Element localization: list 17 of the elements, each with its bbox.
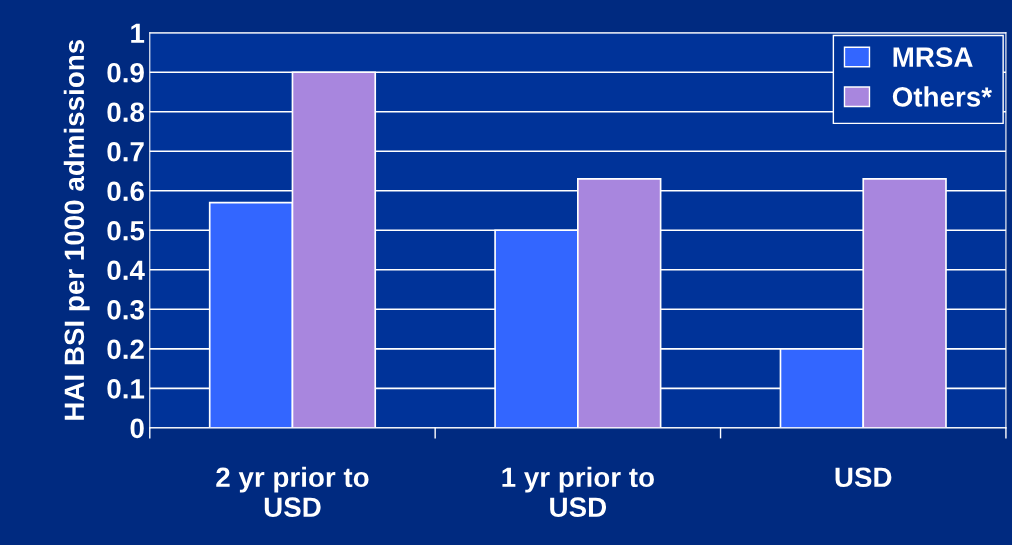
- x-tick-label: 1 yr prior to USD: [502, 466, 654, 518]
- y-tick-label: 0.2: [107, 339, 144, 360]
- y-tick-label: 0.5: [107, 220, 145, 241]
- y-tick-label: 0.6: [107, 181, 144, 202]
- y-axis-title: HAI BSI per 1000 admissions: [63, 39, 90, 420]
- legend-label: Others*: [892, 86, 993, 107]
- y-tick-label: 0.4: [107, 260, 145, 281]
- legend-label: MRSA: [893, 47, 973, 67]
- x-tick-label: 2 yr prior to USD: [216, 466, 369, 518]
- y-tick-label: 1: [131, 23, 145, 43]
- y-tick-label: 0.9: [107, 62, 144, 83]
- y-tick-label: 0: [130, 418, 144, 439]
- x-tick-label: USD: [835, 467, 892, 488]
- y-tick-label: 0.7: [107, 141, 144, 162]
- y-tick-label: 0.3: [107, 299, 144, 320]
- y-tick-label: 0.8: [107, 102, 145, 123]
- y-tick-label: 0.1: [107, 378, 145, 399]
